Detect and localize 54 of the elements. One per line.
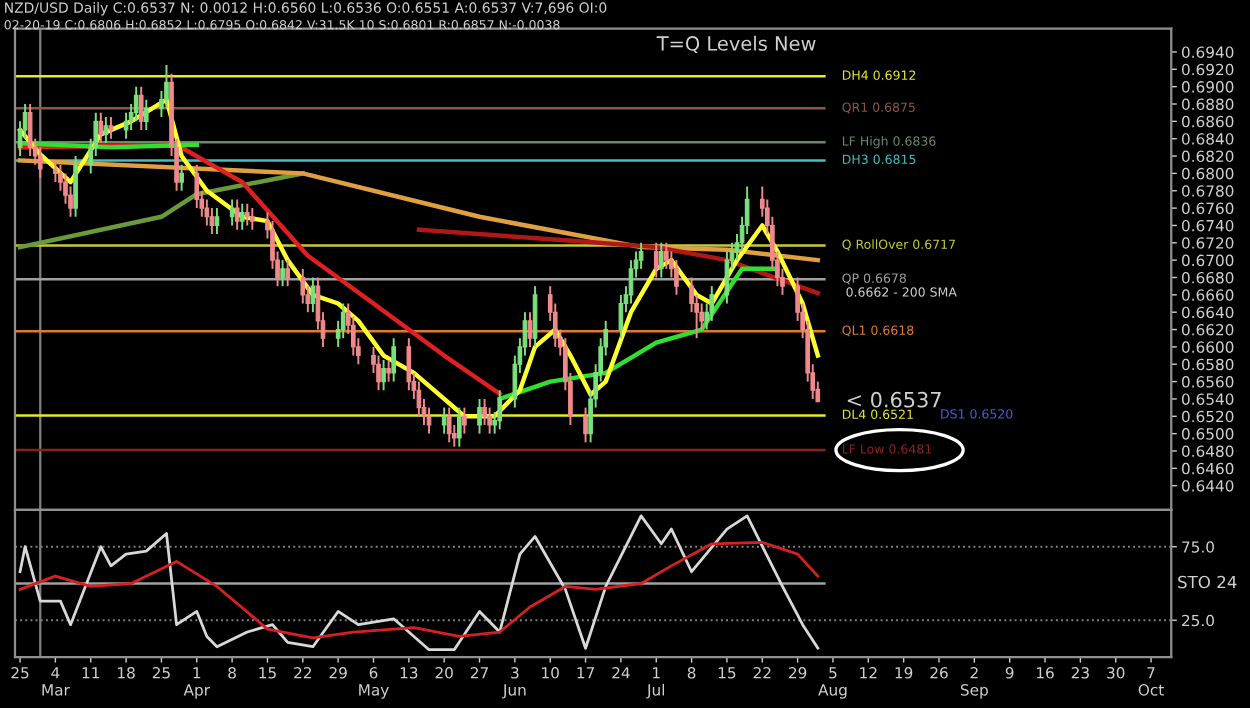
candlestick bbox=[462, 406, 467, 435]
candlestick bbox=[103, 116, 109, 145]
candlestick bbox=[204, 198, 210, 227]
candlestick bbox=[37, 146, 43, 179]
candlestick bbox=[497, 389, 503, 431]
candlestick bbox=[123, 111, 129, 140]
candlestick bbox=[138, 85, 144, 131]
candlestick bbox=[709, 285, 715, 322]
candlestick bbox=[583, 406, 588, 444]
candlestick bbox=[340, 302, 346, 340]
candlestick bbox=[143, 98, 149, 131]
annotation: < 0.6537 bbox=[847, 391, 941, 408]
candlestick bbox=[482, 397, 487, 426]
candlestick bbox=[214, 207, 220, 236]
candlestick bbox=[487, 406, 492, 435]
candlestick bbox=[658, 241, 664, 279]
candlestick bbox=[618, 293, 624, 340]
candlestick bbox=[249, 207, 255, 231]
candlestick bbox=[280, 259, 285, 288]
candlestick bbox=[653, 241, 659, 279]
line-series bbox=[416, 227, 821, 296]
candlestick bbox=[164, 64, 169, 110]
candlestick bbox=[426, 406, 432, 435]
candlestick bbox=[638, 241, 644, 270]
candlestick bbox=[446, 406, 452, 444]
candlestick bbox=[285, 259, 290, 288]
text: STO 24 bbox=[1178, 575, 1237, 589]
candlestick bbox=[391, 337, 397, 383]
candlestick bbox=[53, 159, 58, 184]
candlestick bbox=[674, 259, 679, 296]
candlestick bbox=[244, 202, 250, 227]
candlestick bbox=[194, 163, 200, 210]
candlestick bbox=[664, 241, 669, 270]
candlestick bbox=[108, 116, 114, 140]
candlestick bbox=[209, 207, 215, 236]
candlestick bbox=[98, 111, 104, 145]
candlestick bbox=[300, 267, 306, 305]
candlestick bbox=[441, 406, 447, 435]
candlestick bbox=[179, 163, 184, 192]
candlestick bbox=[477, 397, 482, 435]
candlestick bbox=[376, 354, 381, 392]
candlestick bbox=[229, 198, 235, 227]
candlestick bbox=[73, 155, 78, 218]
annotation: T=Q Levels New bbox=[656, 35, 816, 54]
candlestick bbox=[386, 358, 391, 383]
candlestick bbox=[699, 302, 705, 331]
candlestick bbox=[406, 337, 412, 392]
candlestick bbox=[133, 85, 139, 123]
candlestick bbox=[239, 202, 245, 231]
candlestick bbox=[381, 358, 386, 392]
candlestick bbox=[234, 198, 240, 231]
candlestick bbox=[457, 406, 462, 448]
candlestick bbox=[310, 276, 316, 314]
line-series bbox=[17, 171, 306, 250]
